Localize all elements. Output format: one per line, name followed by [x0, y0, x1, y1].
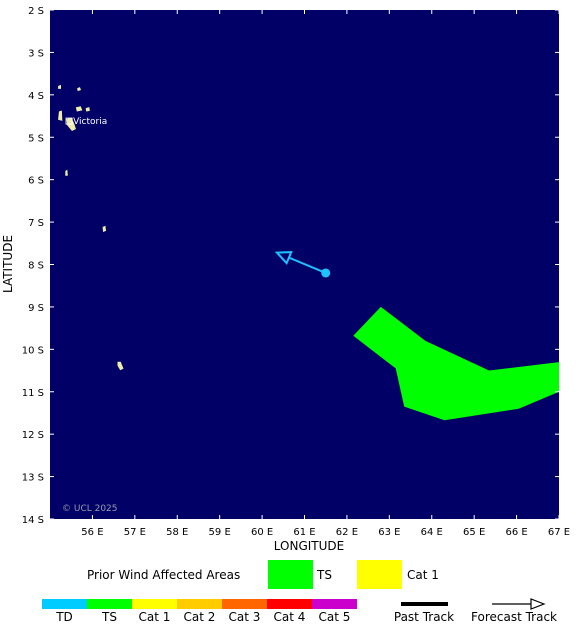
island-6 [65, 169, 68, 176]
prior-label-cat1: Cat 1 [407, 568, 439, 582]
island-1 [77, 87, 82, 92]
scale-label: Cat 1 [139, 610, 171, 624]
lat-tick-label: 10 S [22, 345, 44, 356]
lon-tick-label: 56 E [81, 527, 103, 538]
scale-swatch-td [42, 599, 87, 609]
place-label-victoria: Victoria [73, 117, 107, 127]
scale-swatch-cat1 [132, 599, 177, 609]
wind-affected-areas [353, 306, 559, 421]
island-4 [58, 110, 63, 121]
lat-tick-label: 13 S [22, 473, 44, 484]
lat-tick-label: 14 S [22, 515, 44, 526]
place-markers: Victoria [65, 117, 107, 127]
scale-swatch-cat2 [177, 599, 222, 609]
scale-swatch-cat5 [312, 599, 357, 609]
lon-tick-label: 58 E [166, 527, 188, 538]
lat-tick-label: 11 S [22, 388, 44, 399]
prior-label-ts: TS [316, 568, 332, 582]
prior-areas-title: Prior Wind Affected Areas [87, 568, 240, 582]
track-legend: Past Track Forecast Track [394, 598, 557, 624]
scale-label: Cat 4 [274, 610, 306, 624]
storm-track [274, 251, 331, 278]
lon-tick-label: 57 E [124, 527, 146, 538]
lon-tick-label: 65 E [463, 527, 485, 538]
lon-tick-label: 66 E [505, 527, 527, 538]
y-axis-title: LATITUDE [1, 235, 15, 293]
axis-ticks: 56 E 57 E 58 E 59 E 60 E 61 E 62 E 63 E 64 E 65 E… [22, 6, 570, 538]
lon-tick-label: 62 E [336, 527, 358, 538]
island-8 [117, 361, 124, 371]
scale-label: TS [101, 610, 117, 624]
forecast-track-label: Forecast Track [471, 610, 557, 624]
scale-swatch-ts [87, 599, 132, 609]
forecast-arrow-icon [530, 598, 546, 610]
prior-swatch-ts [268, 560, 313, 589]
lat-tick-label: 9 S [28, 303, 44, 314]
lat-tick-label: 8 S [28, 261, 44, 272]
lon-tick-label: 61 E [293, 527, 315, 538]
prior-areas-legend: Prior Wind Affected Areas TS Cat 1 [87, 560, 439, 589]
lon-tick-label: 64 E [421, 527, 443, 538]
lat-tick-label: 5 S [28, 133, 44, 144]
scale-swatch-cat4 [267, 599, 312, 609]
scale-label: Cat 3 [229, 610, 261, 624]
prior-swatch-cat1 [357, 560, 402, 589]
scale-label: TD [55, 610, 73, 624]
lat-tick-label: 2 S [28, 6, 44, 17]
intensity-scale: TD TS Cat 1 Cat 2 Cat 3 Cat 4 Cat 5 [42, 599, 357, 624]
lat-tick-label: 3 S [28, 48, 44, 59]
lon-tick-label: 67 E [548, 527, 570, 538]
lat-tick-label: 12 S [22, 430, 44, 441]
lon-tick-label: 60 E [251, 527, 273, 538]
storm-current-position [321, 268, 331, 278]
island-3 [85, 107, 90, 112]
forecast-track [288, 256, 327, 274]
lat-tick-label: 4 S [28, 91, 44, 102]
forecast-arrowhead [274, 251, 293, 265]
affected-area-ts [353, 306, 559, 421]
island-7 [102, 225, 107, 232]
lat-tick-label: 7 S [28, 218, 44, 229]
capital-marker [65, 117, 73, 125]
x-axis-title: LONGITUDE [274, 539, 344, 553]
past-track-label: Past Track [394, 610, 454, 624]
scale-label: Cat 2 [184, 610, 216, 624]
copyright-text: © UCL 2025 [62, 504, 118, 514]
scale-swatch-cat3 [222, 599, 267, 609]
lat-tick-label: 6 S [28, 176, 44, 187]
island-2 [75, 106, 83, 112]
lon-tick-label: 59 E [209, 527, 231, 538]
scale-label: Cat 5 [319, 610, 351, 624]
lon-tick-label: 63 E [378, 527, 400, 538]
island-0 [58, 84, 61, 89]
